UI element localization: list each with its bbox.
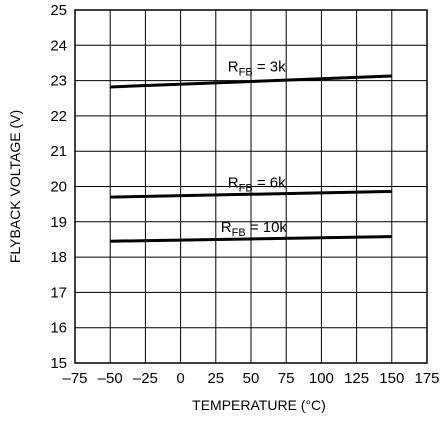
x-axis-label: TEMPERATURE (°C) (192, 397, 326, 413)
x-tick-label: 0 (176, 370, 184, 387)
x-tick-label: 100 (309, 370, 334, 387)
y-tick-label: 24 (50, 37, 67, 54)
x-tick-labels: –75 –50 –25 0 25 50 75 100 125 150 175 (62, 370, 439, 387)
x-tick-label: 150 (379, 370, 404, 387)
x-tick-label: 125 (344, 370, 369, 387)
x-tick-label: 25 (207, 370, 224, 387)
series-label: RFB = 6k (228, 174, 286, 194)
y-tick-label: 19 (50, 214, 67, 231)
x-tick-label: –50 (98, 370, 123, 387)
y-tick-label: 21 (50, 143, 67, 160)
y-tick-labels: 15 16 17 18 19 20 21 22 23 24 25 (50, 2, 67, 372)
y-tick-label: 17 (50, 284, 67, 301)
y-tick-label: 20 (50, 179, 67, 196)
x-tick-label: 50 (243, 370, 260, 387)
y-tick-label: 18 (50, 249, 67, 266)
x-tick-label: 175 (414, 370, 439, 387)
y-axis-label: FLYBACK VOLTAGE (V) (7, 110, 23, 263)
series-line (110, 189, 392, 199)
x-tick-label: 75 (278, 370, 295, 387)
y-tick-label: 16 (50, 320, 67, 337)
plot-area-frame (74, 9, 428, 364)
series-labels: RFB = 3k RFB = 6k RFB = 10k (221, 59, 288, 240)
x-tick-label: –25 (133, 370, 158, 387)
series-lines (110, 74, 392, 243)
y-tick-label: 15 (50, 355, 67, 372)
series-label: RFB = 3k (228, 59, 286, 79)
y-tick-label: 23 (50, 73, 67, 90)
y-tick-label: 22 (50, 108, 67, 125)
series-label: RFB = 10k (221, 219, 288, 239)
series-line (110, 235, 392, 243)
series-line (110, 74, 392, 89)
y-tick-label: 25 (50, 2, 67, 19)
x-tick-label: –75 (62, 370, 87, 387)
